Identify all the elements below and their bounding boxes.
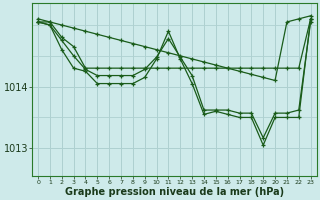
X-axis label: Graphe pression niveau de la mer (hPa): Graphe pression niveau de la mer (hPa) [65, 187, 284, 197]
